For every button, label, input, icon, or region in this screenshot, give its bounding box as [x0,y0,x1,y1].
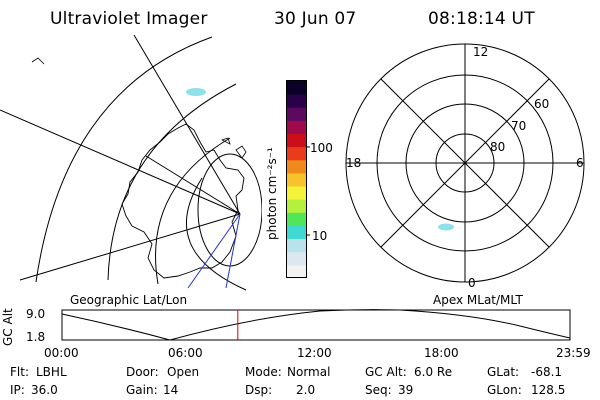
mlt-label-18: 18 [346,156,362,170]
colorbar-stripe [287,159,306,174]
altitude-plot-frame [61,309,571,341]
info-door-value: Open [167,365,200,379]
magnetic-meridian [187,213,241,289]
colorbar-stripe [287,199,306,213]
instrument-title: Ultraviolet Imager [50,9,208,29]
colorbar-tick-label-10: 10 [312,229,328,243]
info-dsp-label: Dsp: [245,383,273,397]
altitude-curve [61,309,571,341]
colorbar-stripe [287,264,306,279]
observation-time: 08:18:14 UT [428,9,535,29]
time-tick-2359: 23:59 [556,346,591,360]
colorbar [286,80,310,279]
info-gain-label: Gain: [126,383,158,397]
time-tick-0000: 00:00 [44,346,79,360]
colorbar-stripe [287,251,306,266]
info-glon-value: 128.5 [531,383,566,397]
meridian-line [19,213,241,281]
colorbar-stripe [287,81,306,95]
colorbar-stripe [287,212,306,226]
altitude-top-label: 9.0 [26,307,46,321]
magnetic-meridian [225,213,241,289]
mlat-label-80: 80 [490,140,506,154]
info-seq-value: 39 [398,383,414,397]
coastline [121,123,245,279]
mlt-label-6: 6 [576,156,584,170]
colorbar-stripe [287,238,306,253]
latitude-arc [107,83,237,281]
aurora-emission [186,88,206,96]
aurora-emission-polar [438,223,454,231]
colorbar-stripe [287,146,306,161]
colorbar-stripe [287,186,306,200]
mlat-label-60: 60 [534,97,550,111]
altitude-bottom-label: 1.8 [26,330,46,344]
info-flt-label: Flt: [10,365,29,379]
latitude-arc [35,36,213,283]
time-tick-1200: 12:00 [297,346,332,360]
colorbar-stripe [287,225,306,240]
colorbar-stripe [287,107,306,121]
magnetic-panel-label: Apex MLat/MLT [433,293,523,307]
info-dsp-value: 2.0 [296,383,316,397]
colorbar-stripe [287,133,306,148]
info-mode-value: Normal [287,365,331,379]
info-glat-label: GLat: [487,365,520,379]
time-tick-1800: 18:00 [424,346,459,360]
mlt-label-12: 12 [473,45,489,59]
colorbar-stripe [287,94,306,108]
meridian-line [145,155,241,215]
colorbar-stripe [287,172,306,187]
info-door-label: Door: [126,365,159,379]
colorbar-tick-label-100: 100 [310,141,333,155]
mlat-label-70: 70 [511,119,527,133]
observation-date: 30 Jun 07 [274,9,357,29]
info-flt-value: LBHL [36,365,67,379]
colorbar-stripe [287,120,306,135]
info-seq-label: Seq: [365,383,392,397]
info-ip-label: IP: [10,383,25,397]
info-gcalt-value: 6.0 Re [414,365,453,379]
info-gcalt-label: GC Alt: [365,365,407,379]
info-glat-value: -68.1 [531,365,563,379]
geographic-panel-label: Geographic Lat/Lon [70,293,188,307]
info-ip-value: 36.0 [31,383,58,397]
coastline-islands [31,57,247,159]
time-tick-0600: 06:00 [168,346,203,360]
mlt-label-0: 0 [468,276,476,290]
info-glon-label: GLon: [487,383,522,397]
polar-diagonal [380,78,550,248]
info-mode-label: Mode: [245,365,282,379]
info-gain-value: 14 [163,383,179,397]
meridian-line [0,109,241,215]
